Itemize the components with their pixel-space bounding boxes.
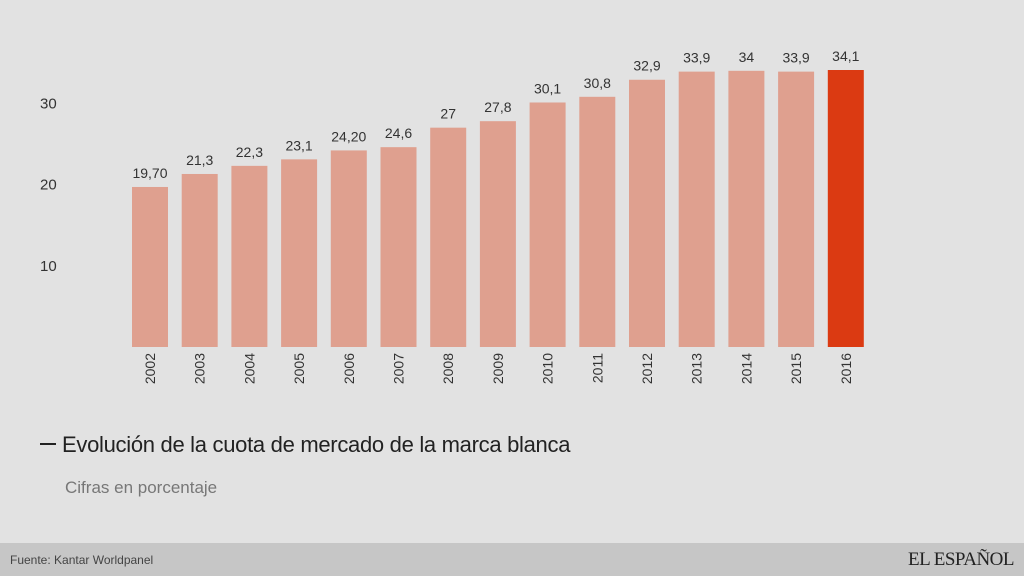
x-tick-label-2003: 2003 [192, 353, 208, 384]
bar-2014 [728, 70, 765, 347]
x-tick-label-2002: 2002 [142, 353, 158, 384]
bar-chart: 10 20 30 19,70 2002 21,3 2003 22,3 2004 23,1 2005 2… [40, 48, 864, 384]
brand-logo: EL ESPAÑOL [907, 549, 1015, 570]
bar-2007 [380, 147, 417, 347]
data-label-2008: 27 [440, 106, 456, 122]
data-label-2005: 23,1 [285, 137, 312, 153]
y-tick-label: 10 [40, 258, 57, 275]
y-tick-label: 30 [40, 95, 57, 112]
data-label-2007: 24,6 [385, 125, 412, 141]
bar-2006 [330, 150, 367, 347]
data-label-2003: 21,3 [186, 152, 213, 168]
data-label-2015: 33,9 [782, 50, 809, 66]
x-tick-label-2005: 2005 [291, 353, 307, 384]
x-tick-label-2007: 2007 [391, 353, 407, 384]
data-label-2013: 33,9 [683, 50, 710, 66]
bar-2012 [629, 79, 665, 347]
bar-2005 [281, 159, 318, 347]
data-label-2016: 34,1 [832, 48, 859, 64]
x-tick-label-2011: 2011 [589, 353, 605, 383]
bar-2008 [430, 127, 467, 347]
bar-2009 [479, 121, 516, 347]
data-label-2006: 24,20 [331, 128, 366, 144]
x-tick-label-2016: 2016 [838, 353, 854, 384]
x-tick-label-2008: 2008 [440, 353, 456, 384]
bar-2002 [132, 186, 168, 347]
data-label-2012: 32,9 [633, 58, 660, 74]
chart-title-text: Evolución de la cuota de mercado de la m… [62, 432, 571, 457]
data-label-2004: 22,3 [236, 144, 263, 160]
y-tick-label: 20 [40, 177, 57, 194]
x-tick-label-2012: 2012 [639, 353, 655, 384]
x-tick-label-2013: 2013 [689, 353, 705, 384]
x-tick-label-2015: 2015 [788, 353, 804, 384]
x-tick-label-2010: 2010 [540, 353, 556, 384]
x-tick-label-2004: 2004 [241, 353, 257, 384]
x-tick-label-2009: 2009 [490, 353, 506, 384]
chart-title: Evolución de la cuota de mercado de la m… [40, 432, 570, 458]
bar-2015 [778, 71, 815, 347]
data-label-2011: 30,8 [584, 75, 611, 91]
bar-2011 [579, 96, 616, 347]
source-note: Fuente: Kantar Worldpanel [10, 553, 154, 567]
chart-subtitle: Cifras en porcentaje [65, 478, 218, 497]
bar-2010 [529, 102, 566, 347]
bar-2013 [678, 71, 715, 347]
bar-2016 [827, 70, 864, 347]
data-label-2014: 34 [739, 49, 755, 65]
footer-bar: Fuente: Kantar Worldpanel EL ESPAÑOL [0, 543, 1024, 576]
title-dash [40, 443, 56, 446]
data-label-2010: 30,1 [534, 80, 561, 96]
bar-2004 [231, 165, 268, 347]
x-tick-label-2006: 2006 [341, 353, 357, 384]
bar-2003 [181, 173, 218, 347]
x-tick-label-2014: 2014 [738, 353, 754, 384]
data-label-2002: 19,70 [132, 165, 167, 181]
data-label-2009: 27,8 [484, 99, 511, 115]
